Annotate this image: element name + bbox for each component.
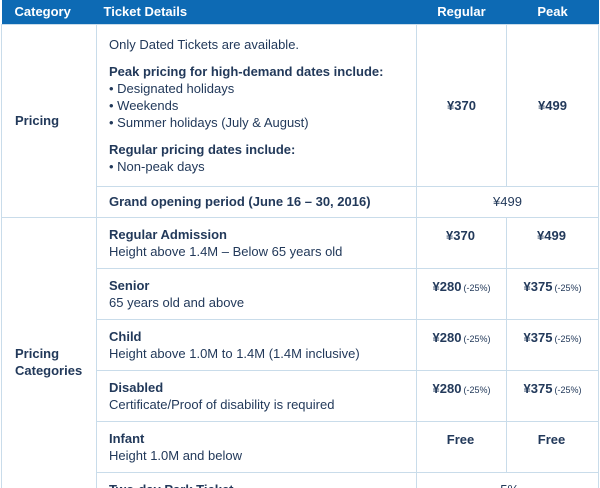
peak-price-cell: ¥375 (-25%)	[506, 267, 599, 320]
ticket-type-cell: Regular Admission Height above 1.4M – Be…	[96, 216, 417, 269]
two-day-ticket-label: Two-day Park Ticket	[96, 471, 417, 488]
grand-opening-label: Grand opening period (June 16 – 30, 2016…	[96, 185, 417, 218]
category-row-regular-admission: Pricing Categories Regular Admission Hei…	[1, 216, 599, 488]
price-value: ¥375	[523, 329, 553, 345]
regular-pricing-heading: Regular pricing dates include:	[109, 141, 296, 157]
peak-price-cell: ¥375 (-25%)	[506, 318, 599, 371]
peak-price-cell: Free	[506, 420, 599, 473]
discount-note: (-25%)	[463, 333, 491, 344]
grand-opening-price: ¥499	[416, 185, 599, 218]
ticket-type-cell: Infant Height 1.0M and below	[96, 420, 417, 473]
two-day-ticket-value: -5%	[416, 471, 599, 488]
price-value: ¥375	[523, 278, 553, 294]
ticket-type-title: Senior	[109, 277, 150, 293]
ticket-type-desc: 65 years old and above	[109, 294, 245, 310]
price-value: ¥280	[432, 278, 462, 294]
pricing-details-cell: Only Dated Tickets are available. Peak p…	[96, 23, 417, 187]
header-category: Category	[1, 0, 97, 24]
discount-note: (-25%)	[463, 384, 491, 395]
regular-price-cell: Free	[416, 420, 507, 473]
header-ticket-details: Ticket Details	[96, 0, 417, 24]
pricing-peak-price: ¥499	[506, 23, 599, 187]
price-value: ¥370	[446, 227, 475, 243]
pricing-intro-text: Only Dated Tickets are available.	[109, 36, 300, 52]
peak-pricing-bullet: • Designated holidays	[109, 80, 235, 96]
ticket-type-title: Regular Admission	[109, 226, 227, 242]
peak-price-cell: ¥375 (-25%)	[506, 369, 599, 422]
category-row-senior: Senior 65 years old and above ¥280 (-25%)…	[2, 267, 599, 320]
peak-price-cell: ¥499	[506, 216, 599, 269]
regular-pricing-bullet: • Non-peak days	[109, 158, 205, 174]
header-peak: Peak	[506, 0, 599, 24]
price-value: ¥499	[537, 227, 566, 243]
discount-note: (-25%)	[554, 384, 582, 395]
ticket-type-title: Infant	[109, 430, 145, 446]
ticket-type-desc: Height 1.0M and below	[109, 447, 242, 463]
regular-price-cell: ¥280 (-25%)	[416, 318, 507, 371]
ticket-type-title: Disabled	[109, 379, 164, 395]
ticket-type-desc: Certificate/Proof of disability is requi…	[109, 396, 335, 412]
ticket-type-cell: Child Height above 1.0M to 1.4M (1.4M in…	[96, 318, 417, 371]
peak-pricing-bullet: • Weekends	[109, 97, 179, 113]
peak-pricing-bullet: • Summer holidays (July & August)	[109, 114, 309, 130]
pricing-regular-price: ¥370	[416, 23, 507, 187]
ticket-type-desc: Height above 1.0M to 1.4M (1.4M inclusiv…	[109, 345, 360, 361]
pricing-info-row: Pricing Only Dated Tickets are available…	[1, 23, 599, 218]
price-value: ¥280	[432, 380, 462, 396]
category-row-child: Child Height above 1.0M to 1.4M (1.4M in…	[2, 318, 599, 371]
discount-note: (-25%)	[554, 282, 582, 293]
two-day-ticket-row: Two-day Park Ticket -5%	[2, 471, 599, 488]
category-row-disabled: Disabled Certificate/Proof of disability…	[2, 369, 599, 422]
price-value: ¥280	[432, 329, 462, 345]
regular-price-cell: ¥280 (-25%)	[416, 267, 507, 320]
price-value: ¥375	[523, 380, 553, 396]
ticket-type-cell: Senior 65 years old and above	[96, 267, 417, 320]
discount-note: (-25%)	[463, 282, 491, 293]
ticket-type-desc: Height above 1.4M – Below 65 years old	[109, 243, 343, 259]
header-regular: Regular	[416, 0, 507, 24]
category-row-infant: Infant Height 1.0M and below Free Free	[2, 420, 599, 473]
ticket-type-cell: Disabled Certificate/Proof of disability…	[96, 369, 417, 422]
table-header-row: Category Ticket Details Regular Peak	[1, 0, 599, 24]
regular-price-cell: ¥370	[416, 216, 507, 269]
price-value: Free	[537, 431, 566, 447]
peak-pricing-heading: Peak pricing for high-demand dates inclu…	[109, 63, 384, 79]
ticket-type-title: Child	[109, 328, 142, 344]
category-cell-pricing-categories: Pricing Categories	[1, 216, 97, 488]
discount-note: (-25%)	[554, 333, 582, 344]
grand-opening-row: Grand opening period (June 16 – 30, 2016…	[2, 185, 599, 218]
regular-price-cell: ¥280 (-25%)	[416, 369, 507, 422]
category-cell-pricing: Pricing	[1, 23, 97, 218]
price-value: Free	[446, 431, 475, 447]
